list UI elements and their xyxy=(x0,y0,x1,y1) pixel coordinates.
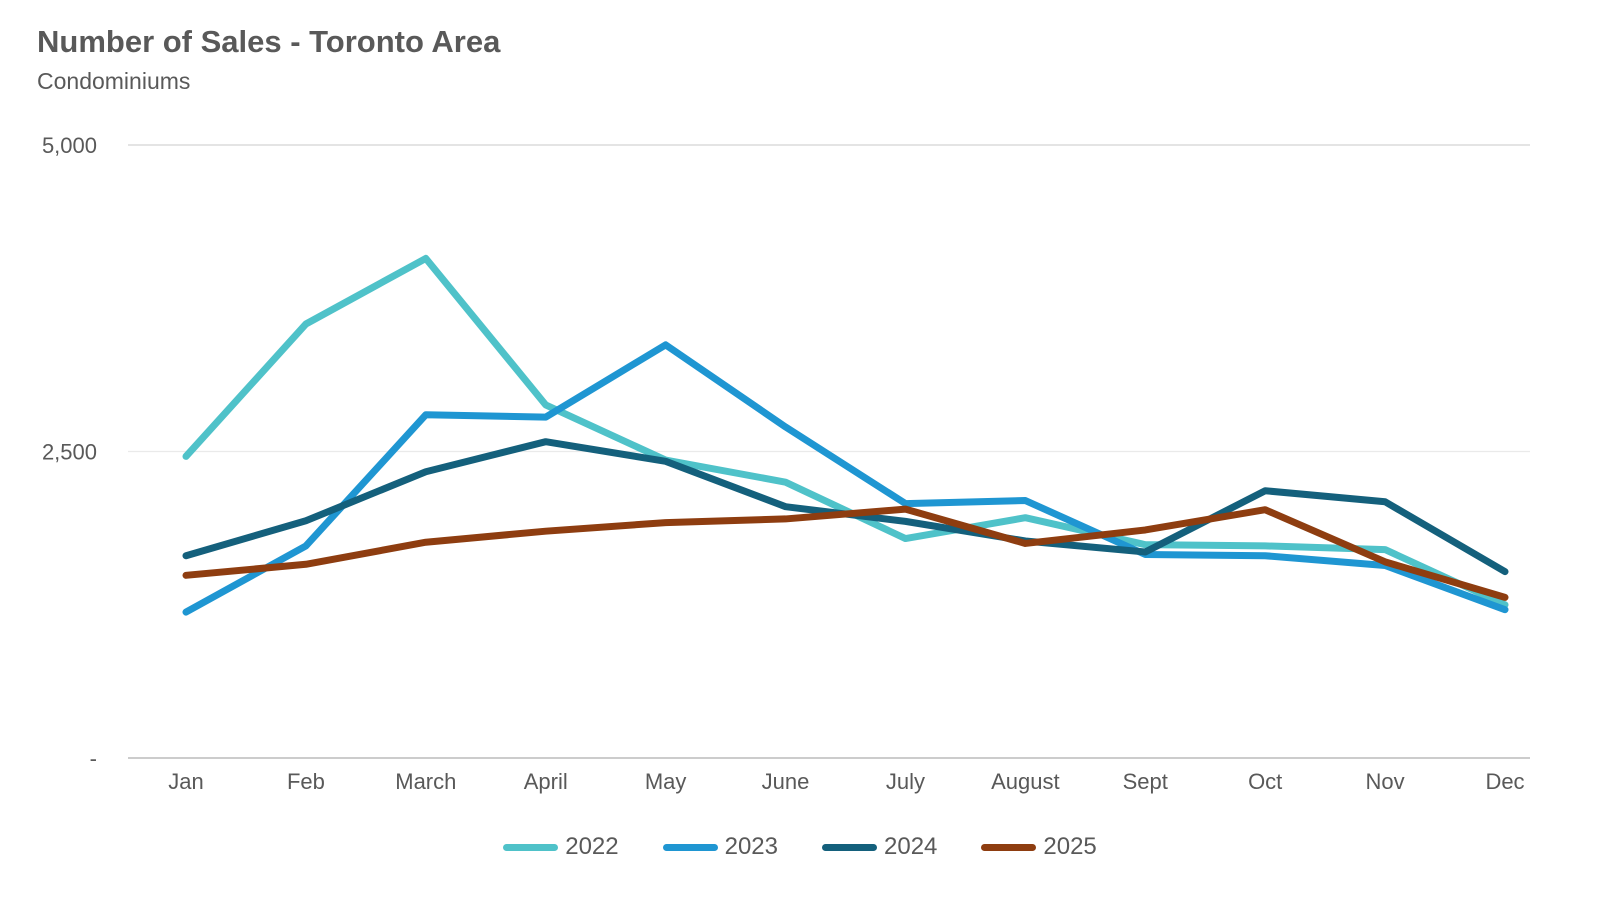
x-axis-tick-label: April xyxy=(524,769,568,794)
legend-label: 2025 xyxy=(1043,833,1097,860)
x-axis-tick-label: May xyxy=(645,769,687,794)
x-axis-tick-label: July xyxy=(886,769,925,794)
legend-swatch-2022 xyxy=(503,843,559,851)
chart-title: Number of Sales - Toronto Area xyxy=(37,24,501,59)
x-axis-tick-label: Feb xyxy=(287,769,325,794)
x-axis-tick-label: Dec xyxy=(1485,769,1524,794)
legend-item-2023: 2023 xyxy=(662,833,778,861)
legend-swatch-2024 xyxy=(822,843,877,851)
x-axis-tick-label: Jan xyxy=(168,769,203,794)
legend-label: 2023 xyxy=(724,833,778,860)
legend-swatch-2025 xyxy=(981,843,1037,851)
x-axis-tick-label: Nov xyxy=(1366,769,1405,794)
y-axis-tick-label: - xyxy=(90,746,97,771)
series-line-2023 xyxy=(182,341,1509,616)
y-axis-tick-label: 5,000 xyxy=(42,133,97,158)
x-axis-tick-label: Oct xyxy=(1248,769,1282,794)
legend-label: 2022 xyxy=(565,833,619,860)
x-axis-tick-label: August xyxy=(991,769,1060,794)
chart-subtitle: Condominiums xyxy=(37,68,191,94)
series-line-2022 xyxy=(182,254,1509,609)
series-line-2025 xyxy=(182,505,1509,601)
x-axis-tick-label: June xyxy=(762,769,810,794)
legend-label: 2024 xyxy=(884,833,938,860)
legend-item-2025: 2025 xyxy=(981,833,1097,861)
x-axis-tick-label: March xyxy=(395,769,456,794)
legend-item-2022: 2022 xyxy=(503,833,619,861)
legend-swatch-2023 xyxy=(662,843,718,851)
legend: 2022 2023 2024 2025 xyxy=(0,830,1600,864)
legend-item-2024: 2024 xyxy=(822,833,937,861)
y-axis-tick-label: 2,500 xyxy=(42,440,97,465)
x-axis-tick-label: Sept xyxy=(1123,769,1168,794)
